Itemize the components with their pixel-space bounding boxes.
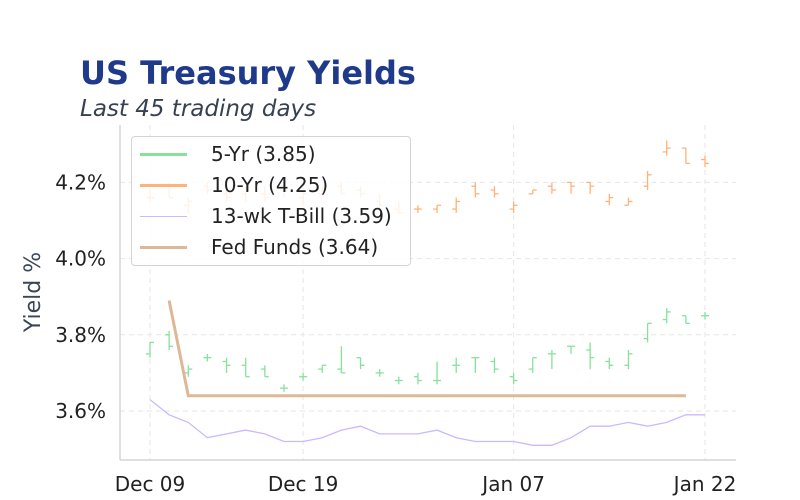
y-tick-label: 4.0% [55,247,106,271]
y-axis-label: Yield % [21,252,46,333]
tbill-line [149,399,705,446]
legend-item-5yr: 5-Yr (3.85) [140,142,316,166]
legend-swatch-5yr [140,152,187,156]
fed-funds-line [167,300,686,398]
x-tick-label: Dec 09 [115,472,186,496]
legend-label-fed-funds: Fed Funds (3.64) [211,235,379,259]
chart-title: US Treasury Yields [80,54,416,92]
y-tick-label: 3.8% [55,323,106,347]
legend-swatch-tbill [140,215,187,217]
y-tick-labels: 3.6% 3.8% 4.0% 4.2% [55,170,106,423]
five-yr-ohlc-bars [146,308,709,392]
x-tick-label: Jan 22 [672,472,737,496]
legend-label-5yr: 5-Yr (3.85) [211,142,316,166]
legend-item-fed-funds: Fed Funds (3.64) [140,235,378,259]
legend-item-10yr: 10-Yr (4.25) [140,173,328,197]
legend-item-tbill: 13-wk T-Bill (3.59) [140,204,392,228]
x-tick-label: Jan 07 [480,472,545,496]
legend-label-tbill: 13-wk T-Bill (3.59) [211,204,392,228]
y-tick-label: 3.6% [55,399,106,423]
legend-swatch-10yr [140,183,187,187]
x-tick-labels: Dec 09 Dec 19 Jan 07 Jan 22 [115,472,737,496]
legend-swatch-fed-funds [140,245,187,249]
y-tick-label: 4.2% [55,170,106,194]
legend-label-10yr: 10-Yr (4.25) [211,173,329,197]
chart-subtitle: Last 45 trading days [80,96,317,122]
x-tick-label: Dec 19 [268,472,339,496]
legend: 5-Yr (3.85) 10-Yr (4.25) 13-wk T-Bill (3… [131,136,411,266]
